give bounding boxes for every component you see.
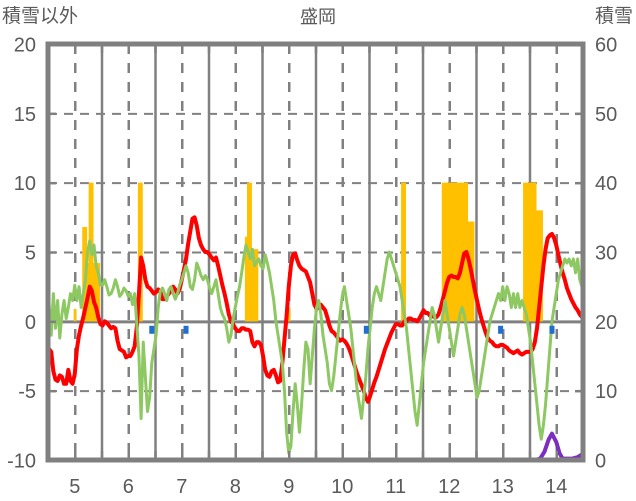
- marker-point: [149, 325, 155, 334]
- bar-mark: [525, 182, 528, 322]
- bar-mark: [401, 182, 404, 322]
- bar-mark: [0, 183, 3, 322]
- line-series: [48, 239, 583, 455]
- x-tick-label: 5: [69, 476, 80, 498]
- axes: -10 -5 0 5 10 15 20 0 10 20 30 40 50 60 5 6 7 8 9 10 11 12 13 1…: [7, 35, 617, 499]
- bar-mark: [527, 182, 531, 322]
- bar-mark: [140, 182, 143, 322]
- y2-tick-label: 40: [595, 173, 617, 195]
- y-tick-label: -5: [18, 381, 36, 403]
- marker-point: [549, 325, 555, 334]
- left-axis-title: 積雪以外: [2, 6, 79, 27]
- bar-mark: [535, 210, 539, 322]
- bar-mark: [0, 183, 3, 322]
- y2-tick-label: 60: [595, 35, 617, 57]
- bar-mark: [0, 183, 3, 322]
- y-tick-label: 5: [25, 243, 36, 265]
- bar-mark: [529, 182, 533, 322]
- x-tick-label: 11: [385, 476, 406, 498]
- bar-mark: [0, 183, 3, 322]
- x-tick-label: 8: [230, 476, 241, 498]
- bar-mark: [255, 249, 259, 322]
- bar-mark: [0, 183, 3, 322]
- y2-tick-label: 30: [595, 243, 617, 265]
- bar-mark: [467, 221, 471, 322]
- x-tick-label: 9: [283, 476, 294, 498]
- bar-mark: [450, 182, 454, 322]
- bar-mark: [82, 227, 85, 322]
- bar-mark: [446, 182, 449, 322]
- bar-mark: [443, 182, 447, 322]
- bar-mark: [92, 263, 96, 322]
- marker-point: [183, 325, 189, 334]
- right-axis-title: 積雪: [594, 6, 633, 27]
- x-tick-label: 13: [492, 476, 514, 498]
- bar-mark: [244, 236, 248, 322]
- bar-mark: [0, 183, 3, 322]
- x-tick-label: 12: [438, 476, 460, 498]
- bar-mark: [251, 249, 255, 322]
- data-layer: [0, 182, 583, 460]
- bar-mark: [0, 183, 3, 322]
- bar-mark: [253, 249, 257, 322]
- y-tick-label: 0: [25, 312, 36, 334]
- y2-tick-label: 10: [595, 381, 617, 403]
- bar-mark: [0, 241, 3, 321]
- bar-mark: [461, 182, 464, 322]
- bar-mark: [531, 182, 535, 322]
- y2-tick-label: 0: [595, 451, 606, 473]
- y-tick-label: 15: [14, 104, 36, 126]
- bar-mark: [95, 263, 98, 322]
- x-tick-label: 14: [545, 476, 567, 498]
- marker-point: [498, 325, 504, 334]
- x-tick-label: 7: [176, 476, 187, 498]
- bar-mark: [97, 263, 100, 322]
- page-title: 盛岡: [300, 7, 336, 27]
- bar-mark: [452, 182, 456, 322]
- bar-mark: [0, 241, 3, 321]
- marker-point: [363, 325, 369, 334]
- bar-mark: [73, 308, 77, 322]
- bar-mark: [538, 210, 541, 322]
- bar-mark: [533, 182, 537, 322]
- bar-mark: [458, 182, 462, 322]
- x-tick-label: 6: [123, 476, 134, 498]
- bar-mark: [441, 182, 445, 322]
- bar-mark: [137, 182, 141, 322]
- y2-tick-label: 20: [595, 312, 617, 334]
- y-tick-label: 20: [14, 35, 36, 57]
- bar-mark: [454, 182, 458, 322]
- y-tick-label: 10: [14, 173, 36, 195]
- y2-tick-label: 50: [595, 104, 617, 126]
- bar-mark: [448, 182, 451, 322]
- bar-mark: [0, 285, 3, 321]
- bar-mark: [287, 307, 291, 322]
- bar-mark: [456, 182, 460, 322]
- bar-mark: [403, 182, 406, 322]
- line-series: [48, 431, 583, 460]
- y-tick-label: -10: [7, 451, 36, 473]
- x-tick-label: 10: [331, 476, 353, 498]
- bar-mark: [523, 182, 526, 322]
